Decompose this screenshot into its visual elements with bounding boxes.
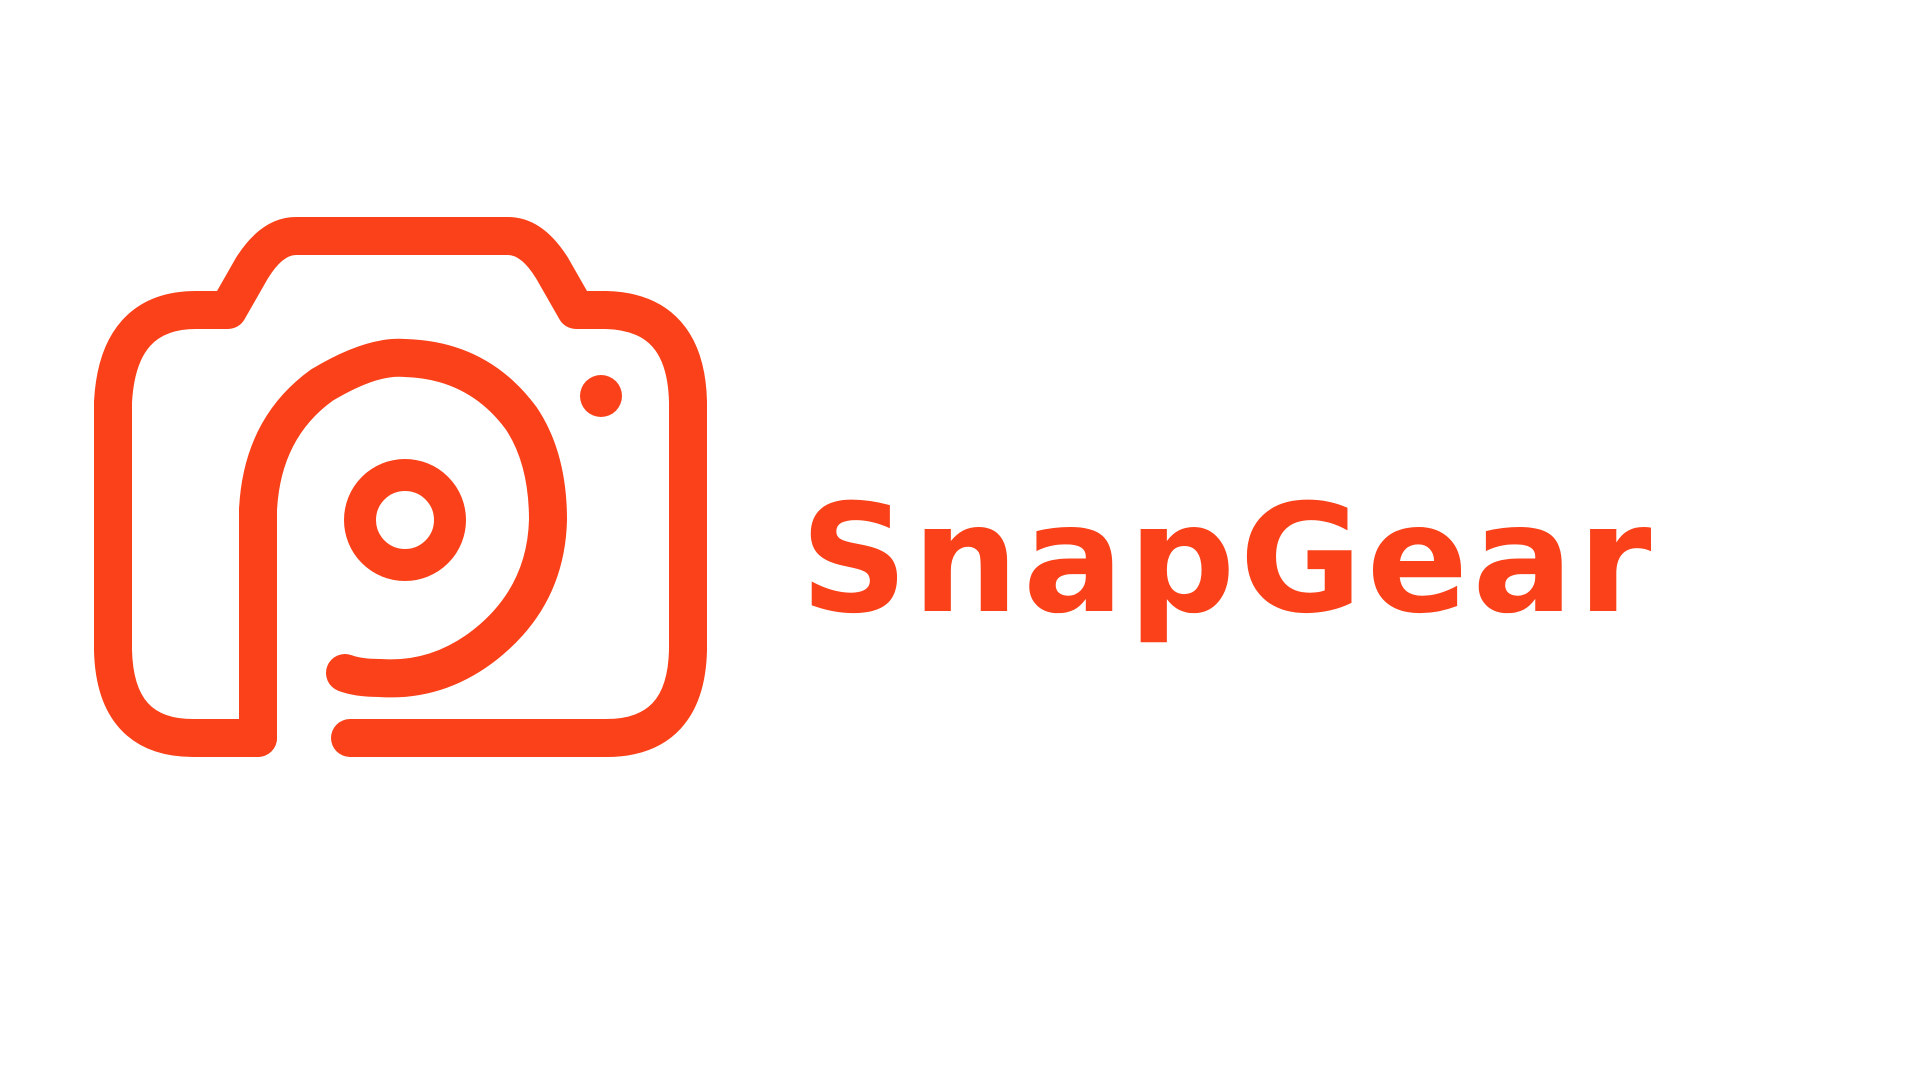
viewfinder-dot [580,375,622,417]
lens-spiral [239,338,567,698]
lens-inner-ring [344,459,466,581]
brand-wordmark: SnapGear [800,473,1656,647]
camera-body-left [94,217,707,757]
